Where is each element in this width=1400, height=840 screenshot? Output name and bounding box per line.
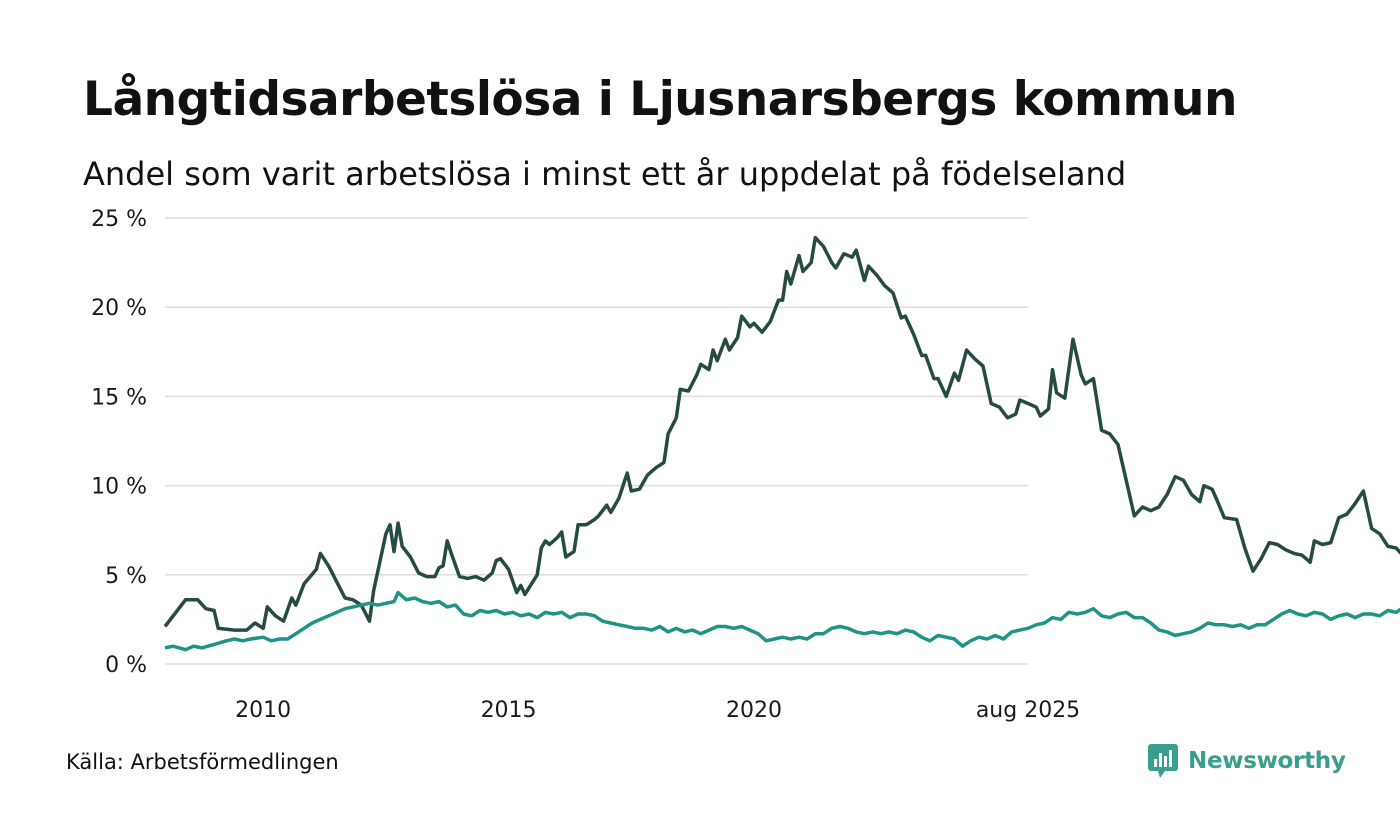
- series-line-sverige: [164, 590, 1400, 652]
- brand-name: Newsworthy: [1188, 748, 1346, 774]
- y-tick-label: 20 %: [91, 296, 147, 321]
- y-tick-label: 0 %: [105, 653, 147, 678]
- y-axis-ticks: 0 % 5 % 10 % 15 % 20 % 25 %: [91, 207, 147, 678]
- gridlines: [165, 217, 1028, 665]
- brand-logo[interactable]: Newsworthy: [1148, 744, 1346, 778]
- y-tick-label: 5 %: [105, 564, 147, 589]
- y-tick-label: 25 %: [91, 207, 147, 232]
- x-axis-ticks: 2010 2015 2020 aug 2025: [235, 698, 1080, 723]
- y-tick-label: 10 %: [91, 475, 147, 500]
- x-tick-label: 2020: [726, 698, 782, 723]
- series-lines: [163, 235, 1400, 652]
- newsworthy-logo-icon: [1148, 744, 1178, 778]
- chart-subtitle: Andel som varit arbetslösa i minst ett å…: [83, 155, 1127, 193]
- chart-title: Långtidsarbetslösa i Ljusnarsbergs kommu…: [83, 72, 1237, 127]
- source-note: Källa: Arbetsförmedlingen: [66, 750, 339, 774]
- x-tick-label: 2010: [235, 698, 291, 723]
- y-tick-label: 15 %: [91, 385, 147, 410]
- x-tick-label: aug 2025: [976, 698, 1080, 723]
- series-line-utomlands: [163, 235, 1400, 632]
- x-tick-label: 2015: [481, 698, 537, 723]
